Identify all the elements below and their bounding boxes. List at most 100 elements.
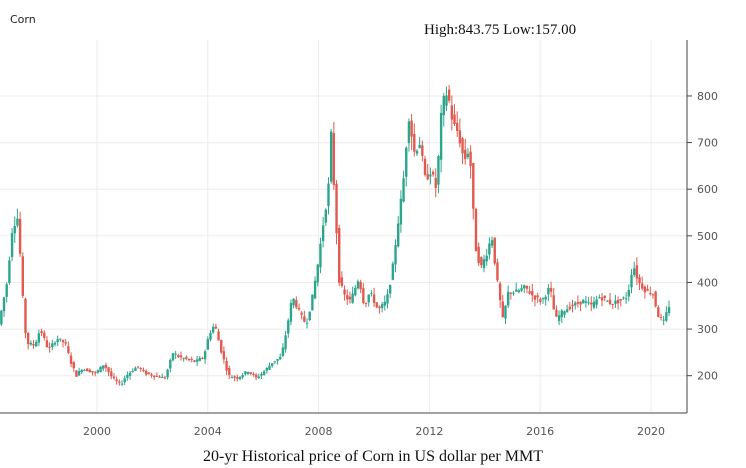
candle-body: [222, 351, 226, 360]
candle-body: [77, 371, 81, 376]
candle-body: [123, 378, 126, 383]
candle-body: [397, 223, 400, 247]
candle-body: [110, 371, 113, 377]
candle-body: [426, 174, 429, 180]
candle-body: [217, 331, 220, 341]
candle-body: [429, 174, 432, 177]
candle-body: [627, 289, 631, 297]
candle-body: [509, 292, 513, 294]
y-tick-label: 500: [697, 230, 718, 243]
x-tick-label: 2008: [305, 425, 333, 438]
candle-body: [362, 288, 365, 303]
candle-body: [161, 376, 164, 378]
candle-body: [573, 302, 577, 306]
candle-body: [249, 372, 252, 374]
candle-body: [442, 95, 445, 116]
x-tick-label: 2000: [83, 425, 111, 438]
candle-body: [171, 353, 175, 361]
candle-body: [265, 367, 269, 371]
candle-body: [174, 353, 177, 355]
candle-body: [496, 262, 499, 281]
candle-body: [112, 376, 116, 379]
candle-body: [356, 281, 360, 289]
y-tick-label: 400: [697, 276, 718, 289]
candle-body: [547, 288, 550, 295]
candle-body: [603, 295, 606, 298]
candle-body: [608, 299, 612, 305]
candle-body: [270, 363, 274, 366]
candle-body: [646, 289, 649, 291]
candle-body: [48, 346, 51, 348]
candle-body: [600, 297, 604, 301]
candle-body: [295, 300, 298, 308]
candle-body: [327, 183, 330, 207]
y-tick-label: 800: [697, 90, 718, 103]
candle-body: [83, 369, 86, 371]
candle-body: [16, 218, 19, 226]
candle-body: [434, 178, 437, 188]
candle-body: [273, 361, 277, 363]
candle-body: [313, 280, 317, 299]
candle-body: [466, 153, 470, 158]
candle-body: [193, 360, 196, 362]
candle-body: [120, 383, 124, 385]
candle-body: [579, 301, 582, 305]
candle-body: [348, 296, 352, 300]
candle-body: [244, 371, 247, 375]
candle-body: [383, 301, 386, 306]
candle-body: [375, 302, 378, 308]
candle-body: [587, 302, 590, 304]
candle-body: [152, 375, 156, 378]
candle-body: [45, 340, 49, 348]
candle-body: [134, 367, 137, 371]
candle-body: [528, 291, 531, 294]
candle-body: [147, 372, 151, 375]
candle-body: [177, 355, 180, 358]
candle-body: [252, 373, 255, 375]
candle-body: [96, 370, 100, 373]
candle-body: [560, 310, 563, 318]
corner-title: Corn: [10, 13, 36, 26]
candle-body: [461, 138, 464, 154]
candle-body: [128, 372, 132, 376]
candle-body: [228, 367, 231, 376]
candle-body: [24, 298, 27, 333]
candle-body: [324, 209, 328, 223]
candle-body: [590, 302, 593, 305]
candle-body: [335, 183, 338, 234]
candle-body: [445, 95, 448, 106]
candle-body: [10, 233, 14, 257]
candle-body: [284, 335, 287, 350]
candle-body: [118, 381, 121, 383]
candle-body: [512, 292, 515, 294]
candle-body: [410, 120, 413, 137]
candle-body: [431, 171, 435, 175]
candle-body: [386, 294, 389, 304]
candle-body: [254, 374, 258, 378]
candle-body: [391, 263, 395, 280]
candle-body: [332, 133, 336, 186]
candle-body: [85, 368, 89, 372]
candle-body: [654, 291, 657, 307]
candle-body: [303, 316, 306, 322]
candle-body: [498, 283, 502, 301]
candle-body: [549, 287, 553, 292]
candle-body: [592, 301, 596, 308]
candle-body: [262, 371, 266, 375]
candle-body: [477, 246, 480, 264]
candle-body: [464, 149, 467, 160]
candle-body: [359, 282, 362, 290]
x-tick-label: 2012: [415, 425, 443, 438]
candle-body: [179, 355, 183, 358]
chart-caption: 20-yr Historical price of Corn in US dol…: [203, 448, 543, 465]
candle-body: [659, 316, 663, 318]
candle-body: [142, 369, 145, 371]
candle-body: [482, 259, 486, 269]
candle-body: [418, 144, 421, 149]
candle-body: [649, 292, 652, 294]
candle-body: [423, 158, 427, 175]
candle-body: [407, 121, 411, 144]
candle-body: [53, 342, 57, 345]
candle-body: [187, 359, 191, 361]
candle-body: [5, 284, 8, 297]
